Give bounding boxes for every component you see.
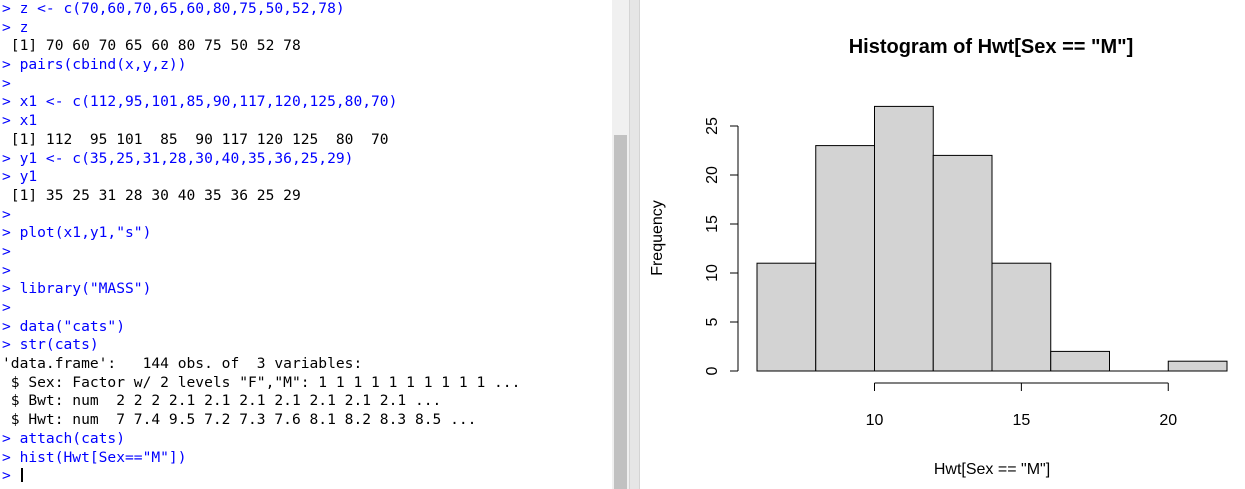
pane-splitter[interactable] — [629, 0, 640, 489]
scrollbar-thumb[interactable] — [614, 135, 627, 489]
x-axis: 10 15 20 — [866, 382, 1177, 429]
console-output-line: [1] 35 25 31 28 30 40 35 36 25 29 — [2, 186, 301, 204]
console-command-line: > pairs(cbind(x,y,z)) — [2, 56, 187, 74]
text-cursor — [20, 468, 23, 483]
histogram-bar — [815, 145, 875, 372]
console-command-line: > x1 — [2, 112, 38, 130]
console-command-line: > library("MASS") — [2, 280, 152, 298]
histogram-bar — [1050, 350, 1110, 372]
histogram-chart: Histogram of Hwt[Sex == "M"] Hwt[Sex == … — [649, 36, 1228, 478]
console-output: > z <- c(70,60,70,65,60,80,75,50,52,78) >… — [2, 0, 610, 486]
console-command-line: > — [2, 299, 11, 316]
x-tick-label: 15 — [1012, 412, 1030, 429]
console-command-line: > attach(cats) — [2, 429, 126, 447]
console-output-line: $ Sex: Factor w/ 2 levels "F","M": 1 1 1… — [2, 373, 521, 391]
console-output-line: 'data.frame': 144 obs. of 3 variables: — [2, 355, 363, 373]
console-command-line: > y1 <- c(35,25,31,28,30,40,35,36,25,29) — [2, 149, 354, 167]
y-tick-label: 5 — [704, 317, 721, 326]
histogram-bar — [991, 262, 1052, 372]
x-axis-label: Hwt[Sex == "M"] — [934, 461, 1050, 478]
console-output-line: $ Hwt: num 7 7.4 9.5 7.2 7.3 7.6 8.1 8.2… — [2, 411, 477, 429]
y-tick-label: 25 — [704, 117, 721, 135]
y-tick-label: 20 — [704, 166, 721, 184]
histogram-bar — [932, 154, 993, 372]
y-axis-label: Frequency — [649, 200, 666, 276]
console-command-line: > — [2, 242, 11, 260]
y-tick-label: 10 — [704, 264, 721, 282]
console-command-line: > hist(Hwt[Sex=="M"]) — [2, 448, 187, 466]
console-command-line: > y1 — [2, 168, 38, 186]
console-command-line: > — [2, 261, 11, 279]
console-command-line: > z <- c(70,60,70,65,60,80,75,50,52,78) — [2, 0, 345, 17]
histogram-bars — [756, 105, 1228, 372]
console-scrollbar[interactable] — [612, 0, 629, 489]
console-output-line: [1] 70 60 70 65 60 80 75 50 52 78 — [2, 37, 301, 55]
histogram-bar — [874, 105, 934, 372]
console-command-line: > — [2, 205, 11, 223]
console-command-line: > z — [2, 18, 29, 36]
x-tick-label: 10 — [866, 412, 884, 429]
y-tick-label: 0 — [704, 366, 721, 375]
histogram-bar — [756, 262, 817, 372]
console-command-line: > — [2, 467, 610, 486]
console-command-line: > — [2, 74, 11, 92]
console-output-line: [1] 112 95 101 85 90 117 120 125 80 70 — [2, 130, 389, 148]
console-command-line: > str(cats) — [2, 336, 99, 354]
console-command-line: > x1 <- c(112,95,101,85,90,117,120,125,8… — [2, 93, 398, 111]
chart-title: Histogram of Hwt[Sex == "M"] — [849, 36, 1134, 58]
y-tick-label: 15 — [704, 215, 721, 233]
console-output-line: $ Bwt: num 2 2 2 2.1 2.1 2.1 2.1 2.1 2.1… — [2, 392, 442, 410]
console-command-line: > data("cats") — [2, 317, 126, 335]
plot-pane: Histogram of Hwt[Sex == "M"] Hwt[Sex == … — [640, 0, 1245, 489]
x-tick-label: 20 — [1159, 412, 1177, 429]
y-axis: 0 5 10 15 20 25 — [704, 117, 739, 375]
r-console[interactable]: > z <- c(70,60,70,65,60,80,75,50,52,78) >… — [0, 0, 612, 489]
console-command-line: > plot(x1,y1,"s") — [2, 224, 152, 242]
histogram-bar — [1167, 360, 1228, 372]
